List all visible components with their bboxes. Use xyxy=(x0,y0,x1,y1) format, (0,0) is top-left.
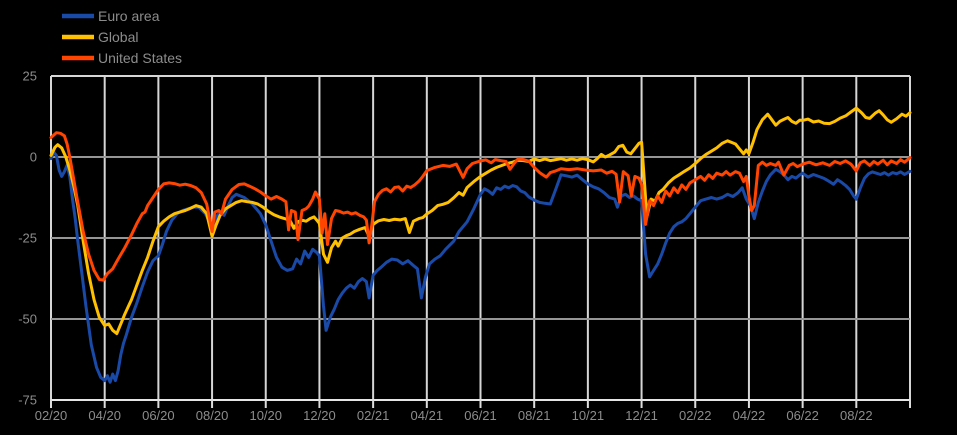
x-tick-label: 10/20 xyxy=(249,408,282,423)
series-line-euro-area xyxy=(49,150,912,384)
x-tick-label: 08/20 xyxy=(196,408,229,423)
x-tick-label: 10/21 xyxy=(572,408,605,423)
x-tick-label: 06/22 xyxy=(786,408,819,423)
legend-label-global: Global xyxy=(98,29,138,45)
series-line-united-states xyxy=(49,131,912,282)
x-tick-label: 04/21 xyxy=(411,408,444,423)
x-tick-label: 12/21 xyxy=(625,408,658,423)
y-tick-label: 0 xyxy=(30,150,37,165)
x-tick-label: 02/20 xyxy=(35,408,68,423)
x-tick-label: 02/21 xyxy=(357,408,390,423)
x-tick-label: 04/22 xyxy=(733,408,766,423)
x-tick-label: 04/20 xyxy=(88,408,121,423)
y-tick-label: 25 xyxy=(23,69,37,84)
x-tick-label: 12/20 xyxy=(303,408,336,423)
y-tick-label: -50 xyxy=(18,312,37,327)
x-tick-label: 06/20 xyxy=(142,408,175,423)
x-tick-label: 08/22 xyxy=(840,408,873,423)
legend-label-euro-area: Euro area xyxy=(98,8,160,24)
x-tick-label: 06/21 xyxy=(464,408,497,423)
y-tick-label: -25 xyxy=(18,231,37,246)
x-tick-label: 08/21 xyxy=(518,408,551,423)
legend-label-united-states: United States xyxy=(98,50,182,66)
series-line-global xyxy=(49,106,912,336)
x-tick-label: 02/22 xyxy=(679,408,712,423)
y-tick-label: -75 xyxy=(18,393,37,408)
